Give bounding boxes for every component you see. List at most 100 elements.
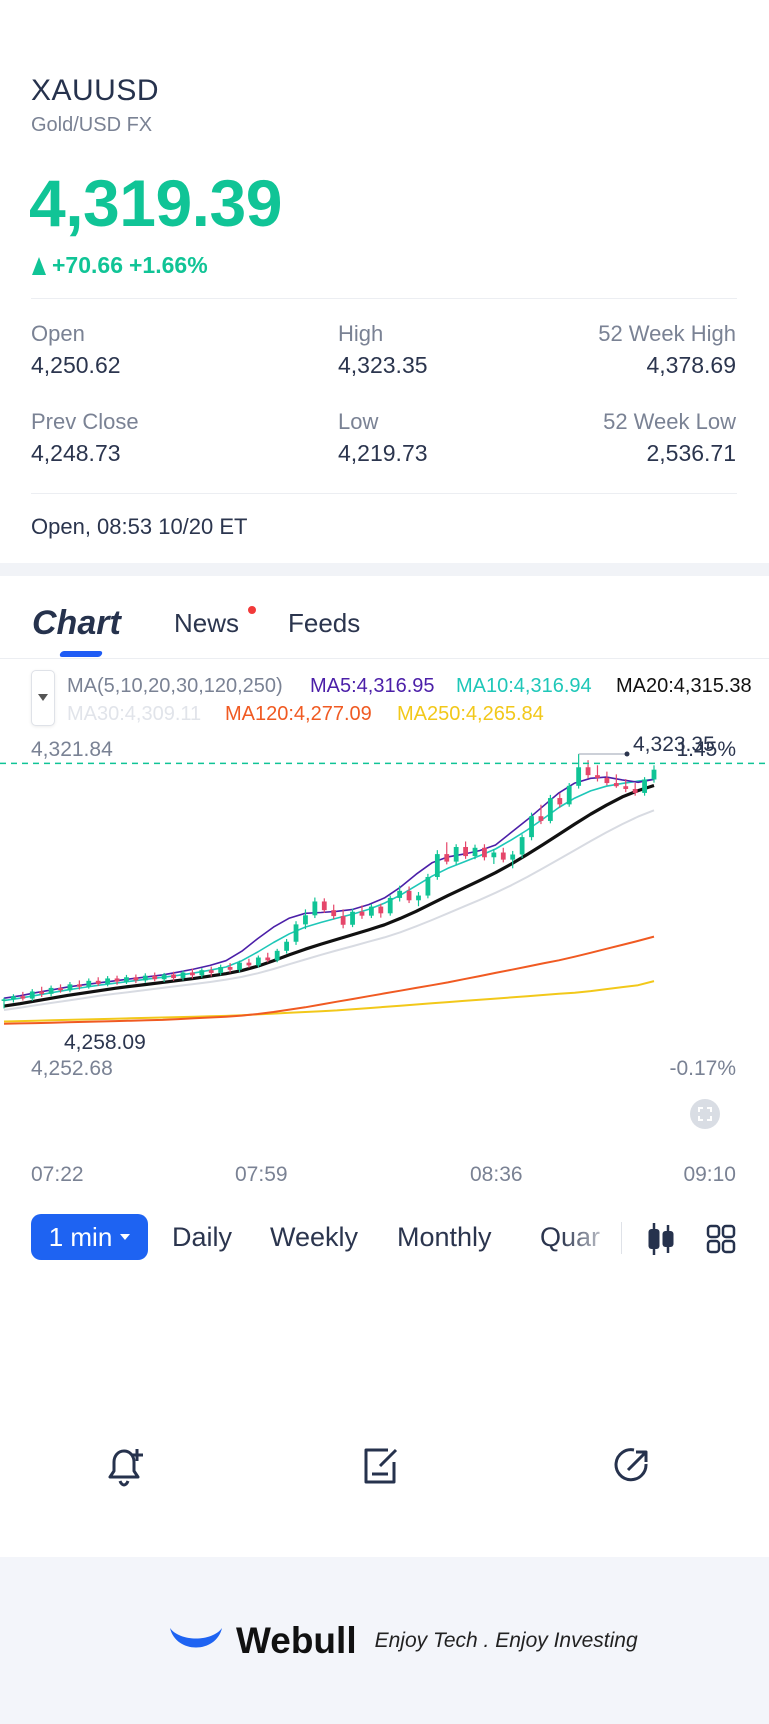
candle	[105, 976, 111, 987]
grid-menu-icon[interactable]	[705, 1223, 737, 1255]
candle	[500, 847, 506, 863]
candle	[378, 903, 384, 918]
candle	[20, 991, 26, 1001]
candle	[425, 873, 431, 899]
candle	[576, 754, 582, 789]
ma5-line	[3, 776, 655, 999]
candle	[312, 897, 318, 919]
pct-bottom-label: -0.17%	[669, 1057, 736, 1080]
stat-low-value: 4,219.73	[338, 440, 428, 466]
candle	[48, 985, 54, 997]
candle	[321, 898, 327, 913]
period-weekly[interactable]: Weekly	[270, 1222, 359, 1252]
period-daily[interactable]: Daily	[172, 1222, 233, 1252]
x-label: 07:59	[235, 1163, 288, 1186]
ma30-value: MA30:4,309.11	[67, 703, 202, 725]
candle	[519, 834, 525, 859]
candle	[482, 844, 487, 861]
candle	[538, 804, 544, 825]
stat-open-value: 4,250.62	[31, 352, 121, 378]
instrument-name: Gold/USD FX	[31, 114, 153, 136]
tab-feeds[interactable]: Feeds	[288, 608, 361, 638]
share-icon[interactable]	[610, 1444, 654, 1488]
candle	[604, 771, 610, 786]
candlestick-type-icon[interactable]	[646, 1221, 676, 1257]
candle	[255, 955, 261, 968]
up-arrow-icon	[32, 256, 46, 275]
candle	[651, 765, 657, 783]
stat-prev-close-label: Prev Close	[31, 409, 139, 434]
candle	[416, 892, 421, 907]
ma20-value: MA20:4,315.38	[616, 675, 752, 697]
market-status: Open, 08:53 10/20 ET	[31, 514, 248, 539]
candle	[557, 792, 563, 808]
candle	[331, 904, 337, 920]
change-value: +70.66	[52, 252, 123, 278]
candle	[227, 963, 233, 973]
scroll-fade	[560, 1212, 620, 1262]
candle	[29, 989, 35, 1001]
candle	[1, 997, 7, 1009]
candle	[434, 850, 440, 880]
candle	[58, 984, 63, 993]
candle	[642, 777, 647, 796]
candle	[406, 886, 412, 904]
vertical-separator	[621, 1222, 622, 1254]
stat-high-value: 4,323.35	[338, 352, 428, 378]
candle	[293, 921, 299, 945]
candle	[444, 842, 450, 865]
tab-news[interactable]: News	[174, 608, 240, 638]
candle	[67, 982, 73, 993]
candle	[613, 774, 619, 788]
pct-top-label: 1.45%	[676, 738, 736, 761]
indicator-toggle-button[interactable]	[31, 670, 55, 726]
price-change: +70.66 +1.66%	[32, 252, 208, 279]
candle	[510, 850, 516, 869]
candle	[142, 973, 148, 983]
brand-lockup: Webull Enjoy Tech . Enjoy Investing	[168, 1620, 638, 1662]
divider	[31, 493, 737, 494]
candle	[529, 812, 534, 841]
candle	[368, 904, 374, 919]
stat-52wk-high-label: 52 Week High	[598, 321, 736, 346]
candle	[218, 964, 224, 976]
price-chart[interactable]	[0, 730, 769, 1150]
tab-chart[interactable]: Chart	[32, 604, 121, 642]
candle	[397, 885, 403, 902]
candle	[491, 848, 497, 864]
period-1min-button[interactable]: 1 min	[31, 1214, 148, 1260]
ma10-line	[3, 778, 655, 1002]
period-monthly[interactable]: Monthly	[397, 1222, 492, 1252]
period-label: 1 min	[48, 1221, 113, 1252]
change-percent: +1.66%	[129, 252, 208, 278]
candle	[463, 841, 468, 859]
divider	[31, 298, 737, 299]
candle	[161, 972, 167, 982]
stat-high-label: High	[338, 321, 384, 346]
stat-52wk-low-value: 2,536.71	[646, 440, 736, 466]
expand-chart-icon[interactable]	[690, 1099, 720, 1129]
candle	[237, 960, 242, 973]
caret-down-icon	[120, 1234, 131, 1240]
candle	[246, 958, 252, 968]
high-marker-label: 4,323.35	[633, 733, 715, 756]
ma120-value: MA120:4,277.09	[225, 703, 372, 725]
active-tab-indicator	[58, 651, 104, 657]
candle	[114, 975, 120, 985]
add-alert-bell-icon[interactable]	[104, 1445, 148, 1489]
ma250-line	[3, 980, 655, 1023]
x-label: 09:10	[683, 1163, 736, 1186]
candle	[208, 966, 214, 977]
candle	[340, 909, 346, 929]
candle	[124, 974, 129, 984]
section-separator	[0, 563, 769, 576]
stat-low-label: Low	[338, 409, 379, 434]
x-label: 07:22	[31, 1163, 84, 1186]
ma250-value: MA250:4,265.84	[397, 703, 544, 725]
expand-icon	[698, 1107, 712, 1121]
ma5-value: MA5:4,316.95	[310, 675, 435, 697]
caret-down-icon	[38, 694, 48, 701]
candle	[284, 938, 290, 954]
note-edit-icon[interactable]	[358, 1444, 402, 1488]
brand-footer	[0, 1557, 769, 1724]
